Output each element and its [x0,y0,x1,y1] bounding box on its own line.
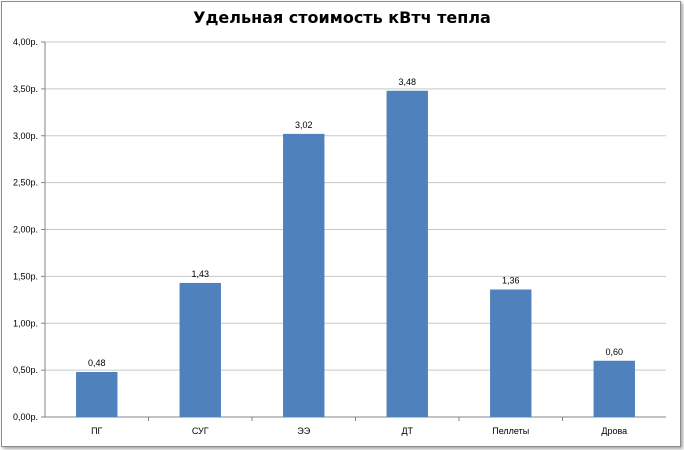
y-tick-label: 1,00р. [13,318,38,328]
y-tick-label: 4,00р. [13,37,38,47]
y-tick-label: 3,50р. [13,84,38,94]
bar [179,282,221,417]
x-tick-label: СУГ [192,426,209,436]
bar [386,90,428,417]
x-tick-label: ЭЭ [297,426,310,436]
data-label: 3,48 [398,77,416,87]
data-label: 0,60 [605,347,623,357]
data-label: 3,02 [295,120,313,130]
x-tick-label: Дрова [601,426,627,436]
bar [490,289,532,417]
y-tick-label: 3,00р. [13,131,38,141]
bar [76,372,118,417]
x-tick-label: Пеллеты [492,426,529,436]
chart-title: Удельная стоимость кВтч тепла [193,8,491,27]
x-tick-label: ПГ [91,426,102,436]
y-tick-label: 0,00р. [13,412,38,422]
data-label: 1,43 [191,269,209,279]
bar [593,360,635,417]
x-tick-label: ДТ [401,426,413,436]
y-tick-label: 0,50р. [13,365,38,375]
y-tick-label: 2,00р. [13,225,38,235]
bar [283,133,325,417]
data-label: 0,48 [88,358,106,368]
y-tick-label: 2,50р. [13,178,38,188]
data-label: 1,36 [502,276,520,286]
y-tick-label: 1,50р. [13,271,38,281]
